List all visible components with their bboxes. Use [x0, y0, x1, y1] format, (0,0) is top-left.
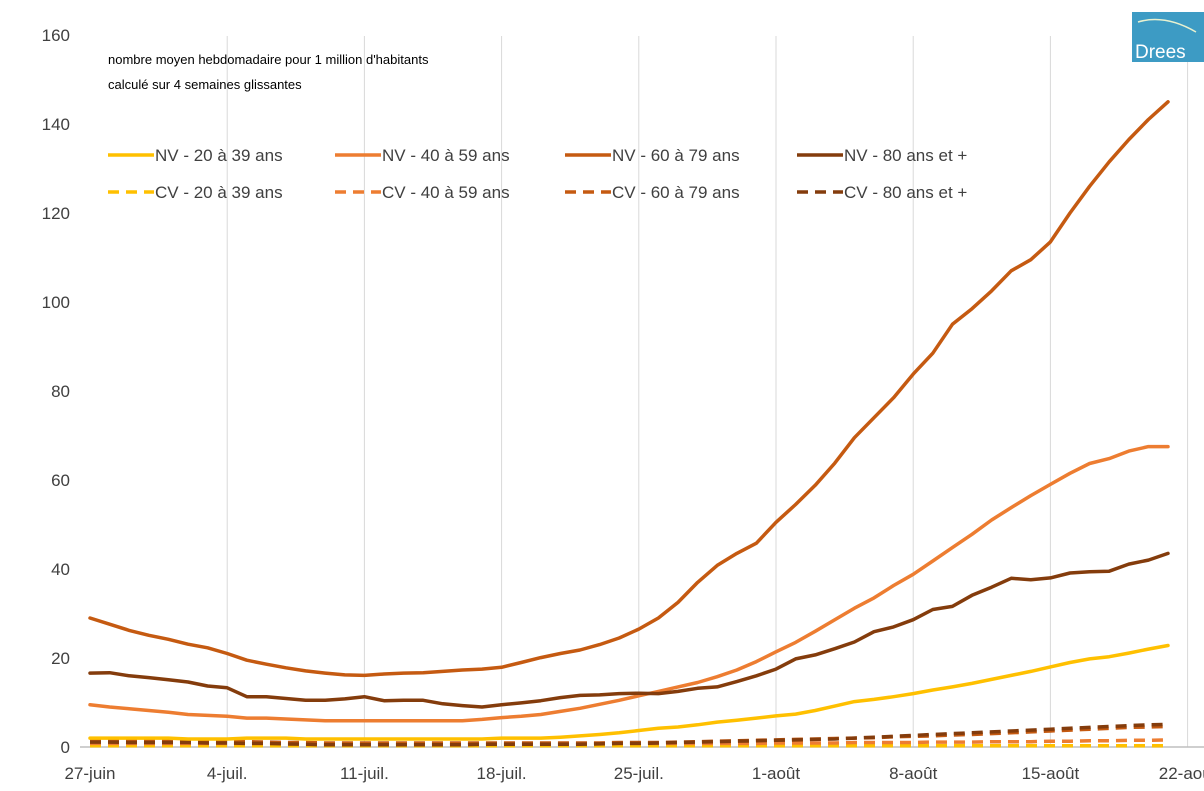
drees-logo: Drees — [1132, 12, 1204, 63]
y-axis-tick-labels: 0 20 40 60 80 100 120 140 160 — [42, 26, 70, 757]
y-tick-label: 100 — [42, 293, 70, 312]
series-line — [88, 444, 1170, 723]
y-tick-label: 40 — [51, 560, 70, 579]
legend-label: CV - 80 ans et + — [844, 183, 967, 202]
x-tick-label: 4-juil. — [207, 764, 248, 783]
x-tick-label: 27-juin — [64, 764, 115, 783]
x-tick-label: 25-juil. — [614, 764, 664, 783]
legend-label: CV - 60 à 79 ans — [612, 183, 740, 202]
x-tick-label: 8-août — [889, 764, 937, 783]
annotation: nombre moyen hebdomadaire pour 1 million… — [108, 52, 429, 92]
legend-label: NV - 80 ans et + — [844, 146, 967, 165]
annotation-line-2: calculé sur 4 semaines glissantes — [108, 77, 302, 92]
series-line — [88, 100, 1170, 678]
x-tick-label: 11-juil. — [340, 764, 389, 783]
y-tick-label: 140 — [42, 115, 70, 134]
x-axis-tick-labels: 27-juin 4-juil. 11-juil. 18-juil. 25-juil. 1-… — [64, 764, 1204, 783]
x-tick-label: 1-août — [752, 764, 800, 783]
legend-label: CV - 40 à 59 ans — [382, 183, 510, 202]
series-line — [90, 738, 1169, 746]
series-lines — [88, 100, 1170, 748]
series-line — [90, 724, 1169, 745]
legend-label: NV - 20 à 39 ans — [155, 146, 283, 165]
x-tick-label: 15-août — [1022, 764, 1080, 783]
y-tick-label: 80 — [51, 382, 70, 401]
x-tick-label: 22-août — [1159, 764, 1204, 783]
legend-label: CV - 20 à 39 ans — [155, 183, 283, 202]
y-tick-label: 60 — [51, 471, 70, 490]
y-tick-label: 120 — [42, 204, 70, 223]
series-line — [90, 722, 1169, 747]
y-tick-label: 0 — [61, 738, 70, 757]
x-tick-label: 18-juil. — [477, 764, 527, 783]
y-tick-label: 20 — [51, 649, 70, 668]
legend-label: NV - 60 à 79 ans — [612, 146, 740, 165]
legend: NV - 20 à 39 ans NV - 40 à 59 ans NV - 60 … — [108, 146, 967, 202]
vertical-gridlines — [226, 36, 1189, 747]
drees-logo-text: Drees — [1135, 42, 1186, 63]
annotation-line-1: nombre moyen hebdomadaire pour 1 million… — [108, 52, 429, 67]
y-tick-label: 160 — [42, 26, 70, 45]
series-line — [88, 551, 1170, 709]
legend-label: NV - 40 à 59 ans — [382, 146, 510, 165]
series-line — [88, 643, 1170, 741]
